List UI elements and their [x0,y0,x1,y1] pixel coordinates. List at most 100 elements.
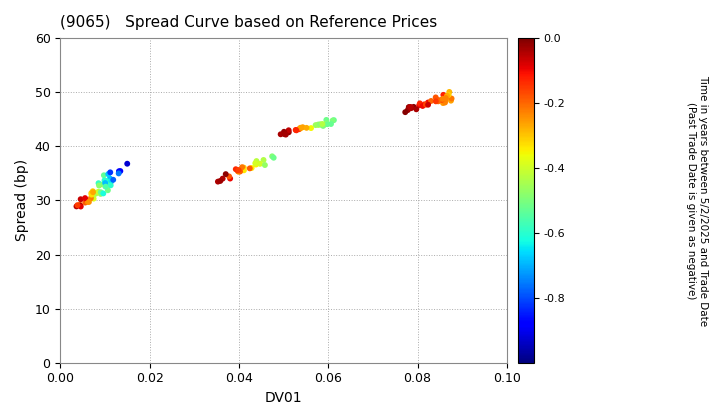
Point [122,160,133,167]
Point [283,129,294,136]
Point [438,92,449,98]
Point [98,172,109,178]
Point [90,190,102,197]
Point [293,126,305,133]
Point [328,117,340,123]
Point [440,94,451,101]
Point [414,100,426,107]
Point [94,182,105,189]
Point [238,167,250,173]
Point [322,121,333,128]
Point [114,168,126,174]
Text: (9065)   Spread Curve based on Reference Prices: (9065) Spread Curve based on Reference P… [60,15,438,30]
Point [83,199,94,205]
Point [102,178,113,185]
Point [233,168,244,175]
Point [294,124,306,131]
Point [444,89,455,95]
Point [238,164,250,171]
Point [405,104,416,110]
Point [104,175,116,182]
Point [312,121,324,128]
Point [310,122,321,129]
Point [441,96,452,103]
Point [433,97,444,103]
Point [321,120,333,127]
Point [225,175,236,182]
Point [443,94,454,100]
Point [85,195,96,202]
Point [413,102,425,109]
Point [439,99,451,106]
Point [316,122,328,129]
Point [71,203,82,210]
Point [99,182,111,189]
Point [403,104,415,110]
Point [318,122,330,129]
Point [250,160,261,167]
Point [74,201,86,208]
Point [87,192,99,199]
Point [437,100,449,106]
Point [278,129,289,135]
Point [295,125,307,132]
Point [445,97,456,104]
Point [74,202,86,209]
Point [246,165,258,171]
Point [254,160,266,167]
Point [430,94,441,101]
Point [104,169,116,176]
Point [102,182,114,189]
Point [320,121,332,127]
Point [408,103,420,110]
Point [275,131,287,138]
Point [423,101,434,108]
Point [283,127,294,134]
Point [220,171,232,178]
Point [305,125,317,131]
Y-axis label: Spread (bp): Spread (bp) [15,159,29,242]
Point [437,95,449,102]
Point [92,189,104,195]
Point [93,180,104,186]
Point [236,164,248,171]
Point [312,121,324,128]
Point [318,123,329,129]
Point [280,131,292,138]
Point [107,176,119,183]
Point [104,179,116,186]
Point [290,126,302,133]
Point [403,104,415,111]
Point [317,121,328,128]
Point [75,196,86,202]
Point [105,182,117,189]
Point [422,99,433,106]
Point [95,191,107,197]
Point [87,188,99,194]
Y-axis label: Time in years between 5/2/2025 and Trade Date
(Past Trade Date is given as negat: Time in years between 5/2/2025 and Trade… [686,75,708,326]
Point [250,161,261,168]
Point [113,168,125,175]
Point [405,105,417,112]
Point [102,187,114,194]
Point [436,97,447,103]
Point [259,162,271,168]
Point [98,190,109,197]
Point [426,97,437,104]
Point [268,155,279,161]
Point [81,197,93,204]
Point [79,195,91,202]
Point [430,98,441,105]
Point [443,92,454,98]
Point [98,180,109,187]
Point [405,104,417,111]
Point [101,178,112,184]
Point [251,158,262,164]
Point [433,98,444,105]
Point [88,189,99,196]
Point [232,168,243,175]
Point [320,117,332,123]
Point [258,157,269,163]
Point [94,181,105,188]
Point [72,202,84,208]
